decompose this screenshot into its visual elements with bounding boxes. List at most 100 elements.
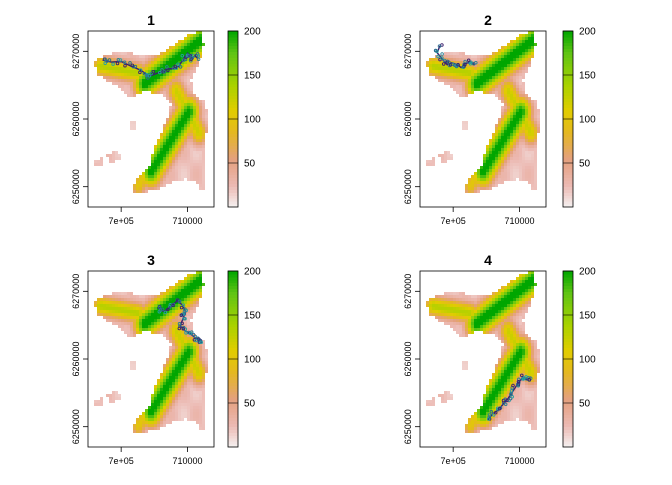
raster-cell — [184, 151, 187, 154]
raster-cell — [169, 163, 172, 166]
raster-cell — [501, 307, 504, 310]
raster-cell — [492, 292, 495, 295]
raster-cell — [112, 154, 115, 157]
raster-cell — [519, 115, 522, 118]
raster-cell — [495, 313, 498, 316]
raster-cell — [450, 310, 453, 313]
raster-cell — [178, 46, 181, 49]
raster-cell — [100, 157, 103, 160]
raster-cell — [148, 319, 151, 322]
raster-cell — [190, 157, 193, 160]
raster-cell — [160, 292, 163, 295]
raster-cell — [531, 40, 534, 43]
raster-cell — [97, 400, 100, 403]
raster-cell — [124, 313, 127, 316]
raster-cell — [112, 52, 115, 55]
raster-cell — [459, 292, 462, 295]
raster-cell — [531, 151, 534, 154]
raster-cell — [160, 61, 163, 64]
raster-cell — [501, 364, 504, 367]
raster-cell — [522, 97, 525, 100]
raster-cell — [169, 85, 172, 88]
raster-cell — [519, 400, 522, 403]
raster-cell — [118, 154, 121, 157]
raster-cell — [202, 109, 205, 112]
raster-cell — [507, 88, 510, 91]
raster-cell — [190, 124, 193, 127]
raster-cell — [438, 154, 441, 157]
raster-cell — [178, 112, 181, 115]
raster-cell — [193, 289, 196, 292]
raster-cell — [157, 166, 160, 169]
raster-cell — [154, 67, 157, 70]
raster-cell — [426, 163, 429, 166]
raster-cell — [172, 76, 175, 79]
raster-cell — [498, 316, 501, 319]
raster-cell — [477, 70, 480, 73]
raster-cell — [525, 349, 528, 352]
raster-cell — [193, 385, 196, 388]
raster-cell — [474, 415, 477, 418]
raster-cell — [136, 304, 139, 307]
raster-cell — [483, 166, 486, 169]
raster-cell — [480, 175, 483, 178]
raster-cell — [205, 355, 208, 358]
raster-cell — [465, 127, 468, 130]
raster-cell — [492, 82, 495, 85]
raster-cell — [468, 307, 471, 310]
raster-cell — [163, 391, 166, 394]
raster-cell — [504, 310, 507, 313]
raster-cell — [187, 403, 190, 406]
raster-cell — [498, 58, 501, 61]
raster-cell — [181, 79, 184, 82]
raster-cell — [136, 91, 139, 94]
raster-cell — [193, 367, 196, 370]
raster-cell — [199, 115, 202, 118]
raster-cell — [190, 292, 193, 295]
raster-cell — [477, 76, 480, 79]
raster-cell — [148, 322, 151, 325]
raster-cell — [187, 43, 190, 46]
raster-cell — [489, 76, 492, 79]
raster-cell — [187, 355, 190, 358]
raster-cell — [450, 298, 453, 301]
raster-cell — [492, 382, 495, 385]
raster-cell — [130, 127, 133, 130]
raster-cell — [160, 418, 163, 421]
raster-cell — [169, 415, 172, 418]
raster-cell — [510, 280, 513, 283]
raster-cell — [193, 127, 196, 130]
raster-cell — [456, 85, 459, 88]
raster-cell — [136, 325, 139, 328]
raster-cell — [534, 379, 537, 382]
raster-cell — [148, 421, 151, 424]
raster-cell — [504, 289, 507, 292]
raster-cell — [115, 307, 118, 310]
raster-cell — [178, 370, 181, 373]
raster-cell — [531, 55, 534, 58]
raster-cell — [492, 376, 495, 379]
raster-cell — [528, 172, 531, 175]
raster-cell — [534, 388, 537, 391]
raster-cell — [474, 88, 477, 91]
raster-cell — [426, 301, 429, 304]
raster-cell — [525, 397, 528, 400]
legend-swatch — [563, 403, 573, 406]
legend-swatch — [228, 93, 238, 96]
raster-cell — [462, 307, 465, 310]
raster-cell — [199, 379, 202, 382]
raster-cell — [507, 406, 510, 409]
raster-cell — [172, 121, 175, 124]
raster-cell — [112, 307, 115, 310]
raster-cell — [444, 73, 447, 76]
raster-cell — [190, 139, 193, 142]
raster-cell — [148, 181, 151, 184]
raster-cell — [196, 169, 199, 172]
panel-title: 4 — [484, 252, 492, 268]
raster-cell — [142, 319, 145, 322]
raster-cell — [447, 67, 450, 70]
raster-cell — [525, 340, 528, 343]
raster-cell — [187, 136, 190, 139]
raster-cell — [154, 301, 157, 304]
raster-cell — [166, 166, 169, 169]
